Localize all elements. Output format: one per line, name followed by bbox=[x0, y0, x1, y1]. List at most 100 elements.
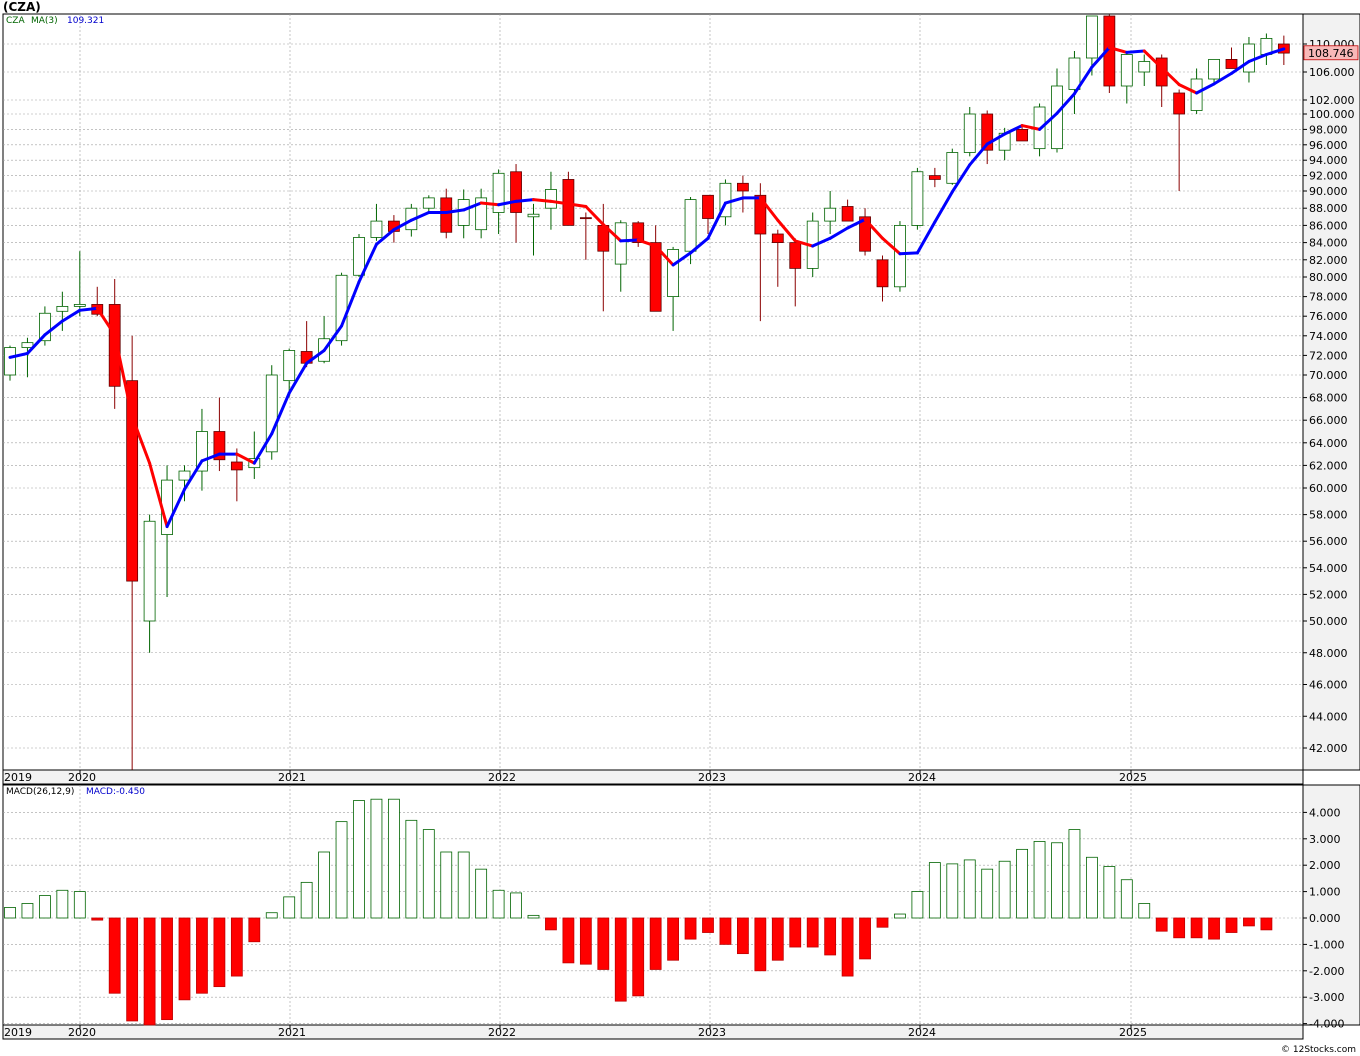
candle-body bbox=[859, 216, 871, 252]
ma-line-segment bbox=[235, 452, 256, 465]
macd-x-axis bbox=[2, 1024, 1304, 1040]
candle-body bbox=[335, 274, 348, 342]
candle-body bbox=[614, 222, 627, 265]
legend-ma-value: 109.321 bbox=[67, 16, 105, 26]
macd-bar bbox=[21, 903, 34, 919]
last-price-tag bbox=[1303, 45, 1359, 61]
macd-bar bbox=[806, 917, 819, 948]
ma-line-segment bbox=[43, 319, 64, 337]
legend-symbol: CZA bbox=[6, 16, 25, 26]
ma-line-segment bbox=[462, 201, 483, 212]
candle-body bbox=[824, 207, 837, 222]
price-x-label: 2021 bbox=[278, 771, 306, 784]
candle-body bbox=[126, 380, 139, 582]
ma-line-segment bbox=[950, 163, 972, 194]
macd-bar bbox=[1103, 866, 1116, 919]
candle-body bbox=[1208, 59, 1220, 80]
candle-body bbox=[1138, 61, 1151, 73]
macd-tick-label: 2.000 bbox=[1309, 859, 1341, 872]
ma-line-segment bbox=[514, 198, 535, 203]
macd-bar bbox=[440, 851, 453, 919]
macd-bar bbox=[248, 917, 261, 943]
macd-bar bbox=[1173, 917, 1186, 939]
ma-line-segment bbox=[1107, 46, 1129, 54]
macd-bar bbox=[1068, 829, 1081, 919]
candle-body bbox=[527, 213, 540, 218]
macd-bar bbox=[56, 889, 69, 919]
price-tick-label: 96.000 bbox=[1309, 139, 1348, 152]
price-tick-label: 98.000 bbox=[1309, 123, 1348, 136]
price-tick-label: 106.000 bbox=[1309, 66, 1355, 79]
candle-body bbox=[649, 242, 662, 312]
ma-line-segment bbox=[636, 238, 658, 248]
macd-bar bbox=[422, 829, 435, 919]
candle-body bbox=[1190, 78, 1203, 111]
ma-line-segment bbox=[1142, 49, 1164, 70]
ma-line-segment bbox=[1055, 92, 1076, 115]
ma-line-segment bbox=[25, 333, 47, 355]
macd-x-label: 2021 bbox=[278, 1026, 306, 1039]
price-tick-label: 76.000 bbox=[1309, 310, 1348, 323]
macd-bar bbox=[789, 917, 802, 948]
candle-body bbox=[4, 347, 16, 376]
macd-bar bbox=[1016, 848, 1028, 919]
price-x-label: 2020 bbox=[68, 771, 96, 784]
last-price-label: 108.746 bbox=[1308, 47, 1354, 60]
price-x-label: 2024 bbox=[908, 771, 936, 784]
candle-body bbox=[510, 171, 522, 213]
candle-body bbox=[492, 172, 505, 213]
candle-body bbox=[946, 152, 959, 184]
candle-body bbox=[230, 461, 243, 471]
ma-line-segment bbox=[1072, 65, 1094, 96]
ma-line-segment bbox=[340, 280, 361, 328]
ma-line-segment bbox=[828, 226, 850, 240]
candle-body bbox=[702, 194, 714, 219]
price-tick-label: 72.000 bbox=[1309, 349, 1348, 362]
ma-line-segment bbox=[584, 204, 605, 227]
price-tick-label: 58.000 bbox=[1309, 509, 1348, 522]
macd-bar bbox=[859, 917, 871, 960]
chart-title: (CZA) bbox=[3, 0, 41, 14]
candle-body bbox=[632, 222, 645, 244]
price-tick-label: 44.000 bbox=[1309, 710, 1348, 723]
ma-line-segment bbox=[1020, 124, 1042, 131]
ma-line-segment bbox=[1247, 53, 1268, 63]
macd-bar bbox=[1243, 917, 1255, 927]
macd-bar bbox=[702, 917, 714, 933]
candle-body bbox=[440, 197, 453, 233]
price-x-label: 2022 bbox=[488, 771, 516, 784]
candle-body bbox=[1243, 43, 1255, 73]
macd-tick-label: 1.000 bbox=[1309, 886, 1341, 899]
macd-bar bbox=[73, 891, 86, 919]
price-tick-label: 68.000 bbox=[1309, 392, 1348, 405]
candle-body bbox=[667, 249, 679, 297]
candle-body bbox=[213, 431, 226, 461]
ma-line-segment bbox=[723, 196, 745, 205]
macd-bar bbox=[108, 917, 121, 994]
macd-bar bbox=[387, 798, 400, 919]
candle-body bbox=[457, 199, 470, 226]
candle-body bbox=[981, 113, 994, 151]
macd-bar bbox=[894, 913, 906, 919]
price-tick-label: 60.000 bbox=[1309, 482, 1348, 495]
macd-bar bbox=[632, 917, 645, 997]
price-plot-frame bbox=[2, 13, 1304, 771]
macd-bar bbox=[230, 917, 243, 977]
price-tick-label: 100.000 bbox=[1309, 108, 1355, 121]
macd-bar bbox=[353, 800, 365, 919]
macd-bar bbox=[1086, 856, 1098, 919]
macd-bar bbox=[335, 821, 348, 919]
legend-ma-label: MA(3) bbox=[31, 16, 58, 26]
macd-bar bbox=[597, 917, 610, 970]
candle-body bbox=[108, 304, 121, 387]
macd-bar bbox=[1120, 879, 1133, 919]
macd-bar bbox=[667, 917, 679, 961]
macd-bar bbox=[911, 891, 924, 919]
ma-line-segment bbox=[287, 361, 309, 395]
ma-line-segment bbox=[409, 211, 431, 222]
ma-line-segment bbox=[60, 308, 82, 323]
ma-line-segment bbox=[654, 244, 675, 267]
candle-body bbox=[1173, 92, 1186, 115]
ma-line-segment bbox=[95, 306, 117, 337]
price-x-label: 2025 bbox=[1119, 771, 1147, 784]
